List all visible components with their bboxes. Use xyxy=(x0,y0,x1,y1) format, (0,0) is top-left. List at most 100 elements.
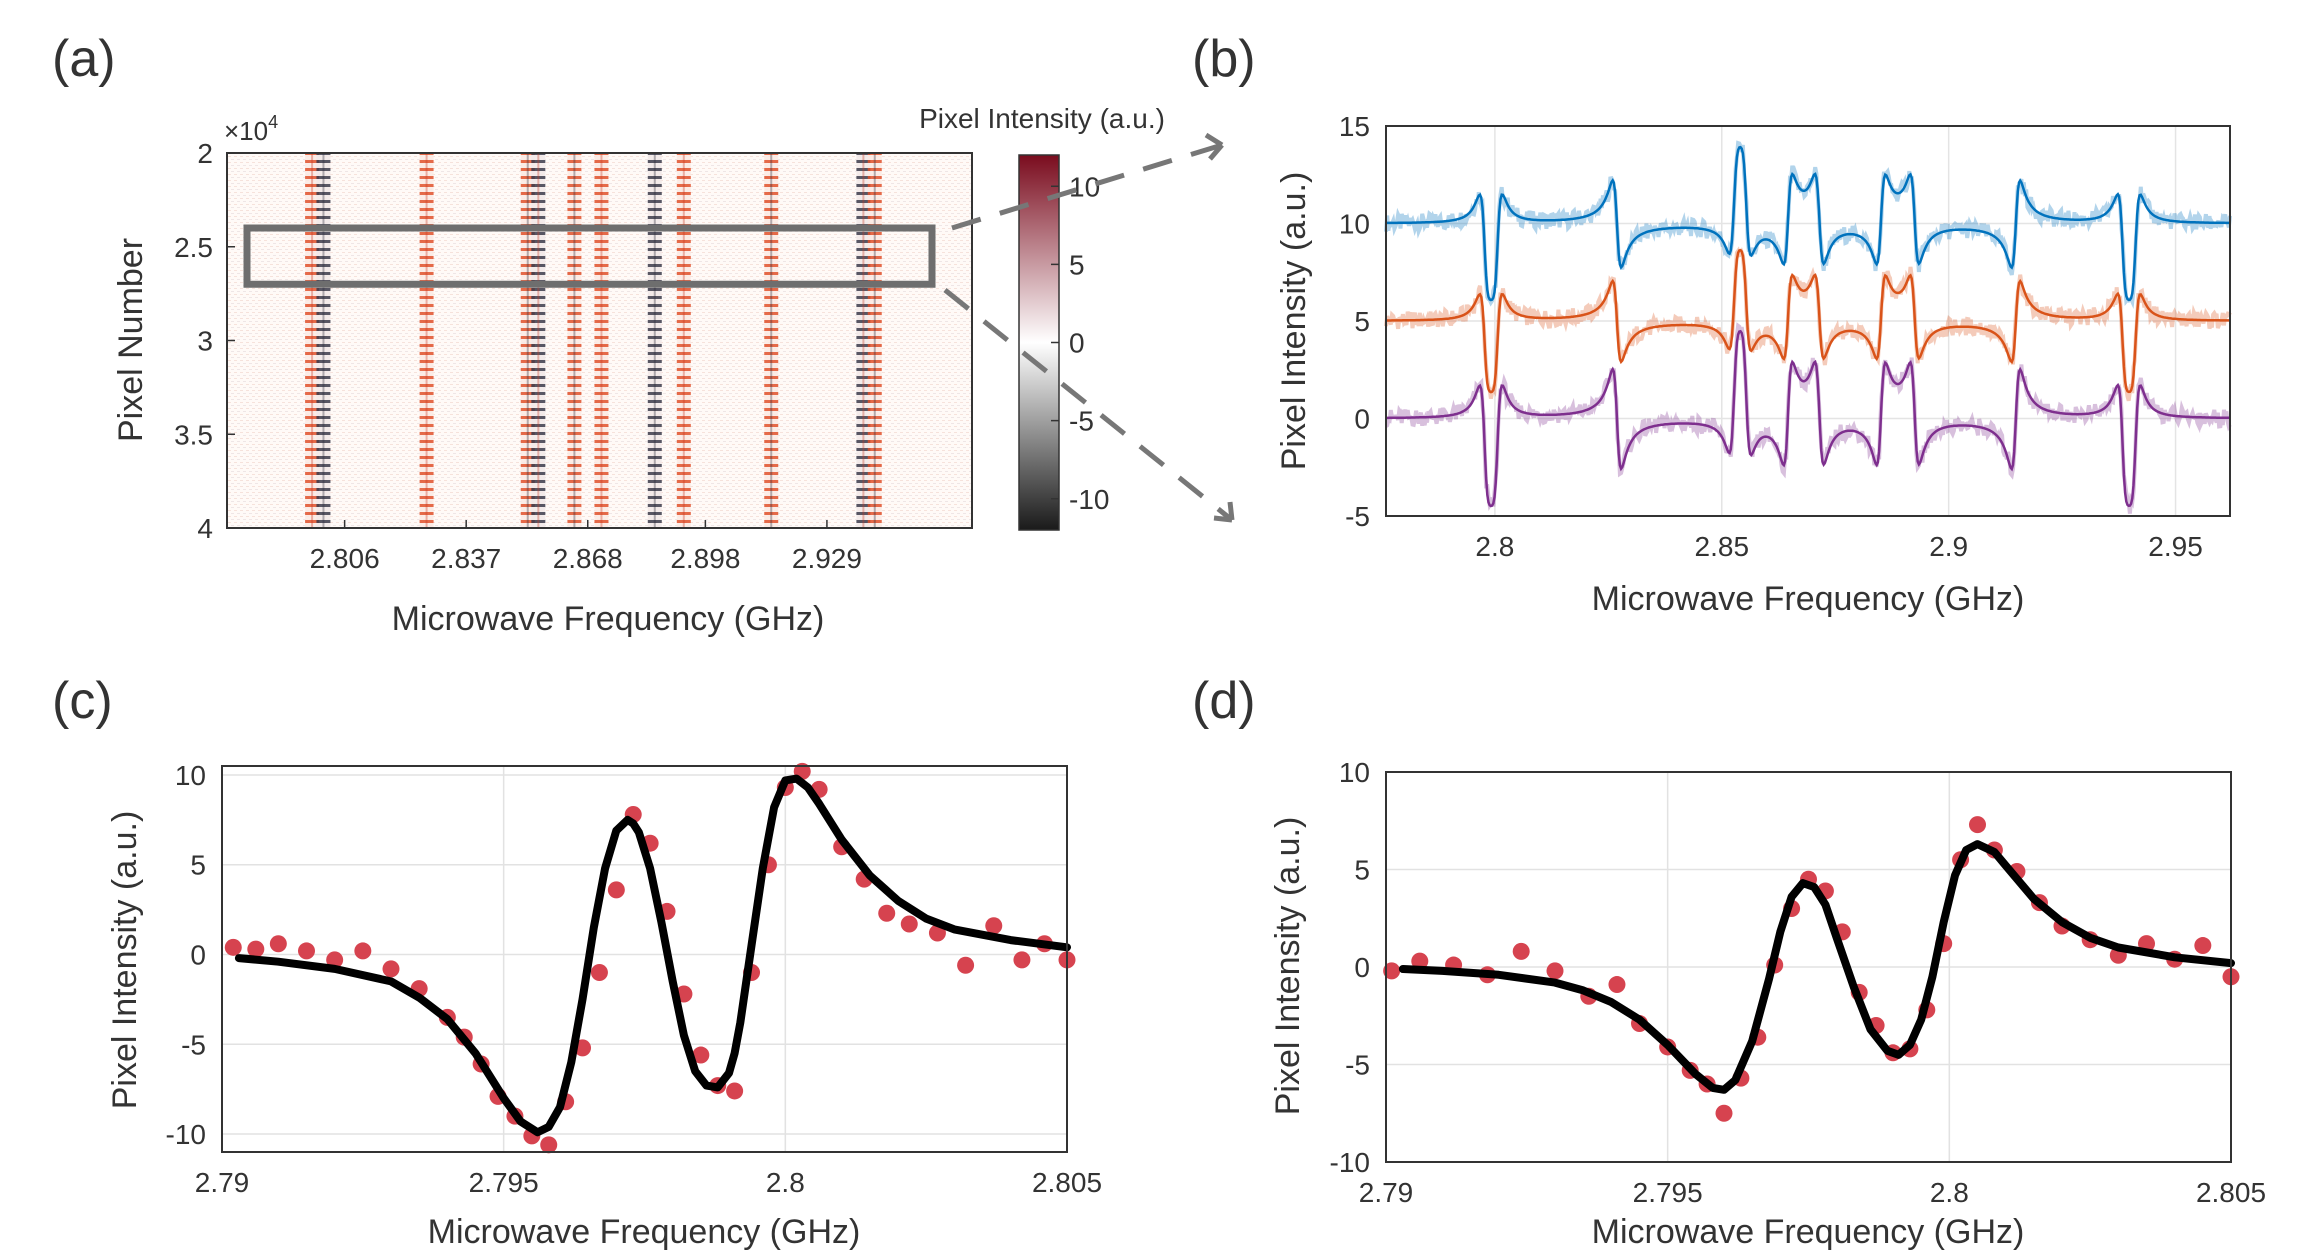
c-data-point xyxy=(900,915,918,933)
heatmap-resonance-line xyxy=(594,153,609,528)
c-data-point xyxy=(298,942,315,960)
zoom-arrow-bottom xyxy=(943,288,1234,522)
b-y-tick-label: 0 xyxy=(1354,404,1370,435)
c-x-tick-label: 2.805 xyxy=(1032,1167,1102,1198)
c-data-point xyxy=(607,881,625,899)
c-data-point xyxy=(382,960,400,978)
b-axes-frame xyxy=(1385,125,2231,517)
heatmap-resonance-lines xyxy=(305,153,882,528)
c-y-tick-label: -5 xyxy=(181,1029,206,1060)
c-x-tick-label: 2.795 xyxy=(469,1167,539,1198)
c-data-point xyxy=(326,951,344,969)
heatmap-resonance-line xyxy=(856,153,871,528)
colorbar-label: Pixel Intensity (a.u.) xyxy=(919,103,1165,134)
c-data-point xyxy=(1013,951,1031,969)
d-data-point xyxy=(1546,962,1564,980)
heatmap-resonance-core xyxy=(600,153,603,528)
heatmap-resonance-core xyxy=(573,153,576,528)
b-series-top xyxy=(1385,145,2230,302)
heatmap-resonance-core xyxy=(526,153,529,528)
heatmap-resonance-line xyxy=(419,153,434,528)
zoom-arrow-bottom-head xyxy=(1213,501,1235,523)
d-y-tick-label: 10 xyxy=(1339,757,1370,788)
a-y-tick-label: 3.5 xyxy=(174,419,213,450)
d-data-point xyxy=(1608,976,1626,994)
c-data-point xyxy=(590,963,608,981)
c-y-axis-label: Pixel Intensity (a.u.) xyxy=(106,811,144,1110)
d-data-point xyxy=(1383,962,1401,980)
b-x-axis-label: Microwave Frequency (GHz) xyxy=(1592,580,2025,618)
c-y-tick-label: 10 xyxy=(175,760,206,791)
c-y-tick-label: 5 xyxy=(190,850,206,881)
a-x-tick-label: 2.806 xyxy=(310,543,380,574)
d-fit-line xyxy=(1398,840,2235,1094)
d-x-tick-label: 2.79 xyxy=(1359,1177,1414,1208)
panel-label-c: (c) xyxy=(52,672,113,730)
heatmap-resonance-core xyxy=(862,153,865,528)
c-data-point xyxy=(224,938,242,956)
heatmap-resonance-core xyxy=(653,153,656,528)
heatmap-resonance-line xyxy=(316,153,331,528)
c-plot-area xyxy=(222,766,1067,1152)
b-x-tick-label: 2.95 xyxy=(2148,531,2203,562)
d-data-point xyxy=(1512,942,1530,960)
d-y-tick-label: -5 xyxy=(1345,1050,1370,1081)
panel-b-spectra: 2.8 2.85 2.9 2.95 15 10 5 0 -5 Microwave Frequen… xyxy=(1275,111,2232,618)
heatmap-resonance-core xyxy=(770,153,773,528)
colorbar-tick-label: 10 xyxy=(1069,171,1100,202)
heatmap-resonance-line xyxy=(647,153,662,528)
heatmap-resonance-core xyxy=(873,153,876,528)
c-data-point xyxy=(247,940,265,958)
d-y-tick-label: -10 xyxy=(1330,1147,1370,1178)
heatmap-resonance-line xyxy=(567,153,582,528)
colorbar-tick-label: 5 xyxy=(1069,249,1085,280)
heatmap-resonance-line xyxy=(305,153,320,528)
heatmap-resonance-core xyxy=(682,153,685,528)
colorbar-tick-label: -10 xyxy=(1069,484,1109,515)
c-x-axis-label: Microwave Frequency (GHz) xyxy=(428,1213,861,1251)
a-x-tick-label: 2.837 xyxy=(431,543,501,574)
b-y-tick-label: -5 xyxy=(1345,501,1370,532)
c-data-point xyxy=(726,1082,744,1100)
heatmap-resonance-line xyxy=(676,153,691,528)
heatmap-resonance-line xyxy=(520,153,535,528)
c-x-tick-label: 2.79 xyxy=(195,1167,250,1198)
b-series-noisy-top xyxy=(1384,140,2232,310)
panel-c-fit: 2.79 2.795 2.8 2.805 10 5 0 -5 -10 Microwave Fre… xyxy=(106,760,1102,1251)
c-fit-line xyxy=(234,774,1071,1137)
c-data-point xyxy=(878,904,896,922)
b-x-tick-label: 2.85 xyxy=(1695,531,1750,562)
c-data-point xyxy=(354,942,372,960)
c-x-tick-label: 2.8 xyxy=(766,1167,805,1198)
d-x-axis-label: Microwave Frequency (GHz) xyxy=(1592,1213,2025,1251)
panel-label-a: (a) xyxy=(52,30,116,88)
b-series-bottom xyxy=(1386,329,2230,508)
zoom-arrow-top-head xyxy=(1204,132,1224,161)
c-data-point xyxy=(269,935,287,953)
a-y-tick-label: 3 xyxy=(197,326,213,357)
heatmap-resonance-line xyxy=(764,153,779,528)
d-y-axis-label: Pixel Intensity (a.u.) xyxy=(1269,817,1307,1116)
heatmap-resonance-core xyxy=(322,153,325,528)
c-axes-frame xyxy=(221,765,1068,1153)
b-y-tick-label: 5 xyxy=(1354,306,1370,337)
d-x-tick-label: 2.805 xyxy=(2196,1177,2266,1208)
heatmap-resonance-core xyxy=(311,153,314,528)
heatmap-resonance-line xyxy=(867,153,882,528)
c-data-point xyxy=(985,917,1003,935)
a-x-tick-label: 2.898 xyxy=(670,543,740,574)
c-y-tick-label: 0 xyxy=(190,940,206,971)
c-data-point xyxy=(692,1046,710,1064)
panel-label-d: (d) xyxy=(1192,672,1256,730)
b-x-tick-label: 2.8 xyxy=(1475,531,1514,562)
d-x-tick-label: 2.795 xyxy=(1633,1177,1703,1208)
b-series-middle xyxy=(1386,248,2230,394)
a-x-axis-label: Microwave Frequency (GHz) xyxy=(392,600,825,638)
a-y-tick-label: 4 xyxy=(197,513,213,544)
highlight-box xyxy=(243,224,936,288)
heatmap-resonance-core xyxy=(537,153,540,528)
a-y-tick-label: 2 xyxy=(197,138,213,169)
colorbar-tick-label: 0 xyxy=(1069,328,1085,359)
